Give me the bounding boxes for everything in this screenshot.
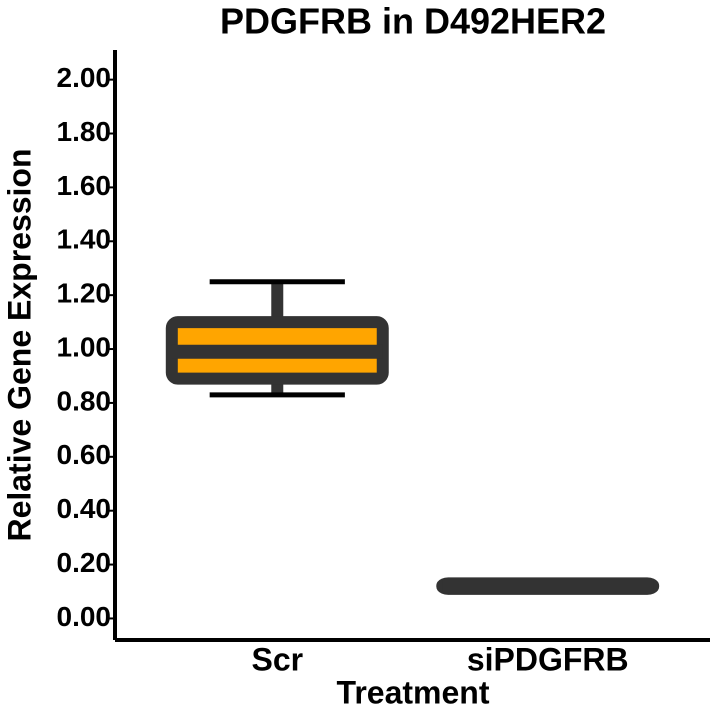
- x-axis-label: Treatment: [337, 674, 490, 710]
- chart-title: PDGFRB in D492HER2: [220, 1, 606, 42]
- y-tick-label: 2.00: [57, 62, 112, 93]
- x-tick-label: Scr: [251, 641, 303, 677]
- y-tick-label: 1.80: [57, 116, 112, 147]
- y-tick-label: 1.60: [57, 170, 112, 201]
- y-tick-label: 0.20: [57, 547, 112, 578]
- y-tick-label: 1.00: [57, 331, 112, 362]
- x-tick-label: siPDGFRB: [467, 641, 629, 677]
- y-tick-label: 1.40: [57, 224, 112, 255]
- y-tick-label: 1.20: [57, 278, 112, 309]
- y-tick-label: 0.80: [57, 385, 112, 416]
- y-axis-label: Relative Gene Expression: [1, 148, 37, 541]
- y-tick-label: 0.40: [57, 493, 112, 524]
- y-tick-label: 0.60: [57, 439, 112, 470]
- y-tick-label: 0.00: [57, 601, 112, 632]
